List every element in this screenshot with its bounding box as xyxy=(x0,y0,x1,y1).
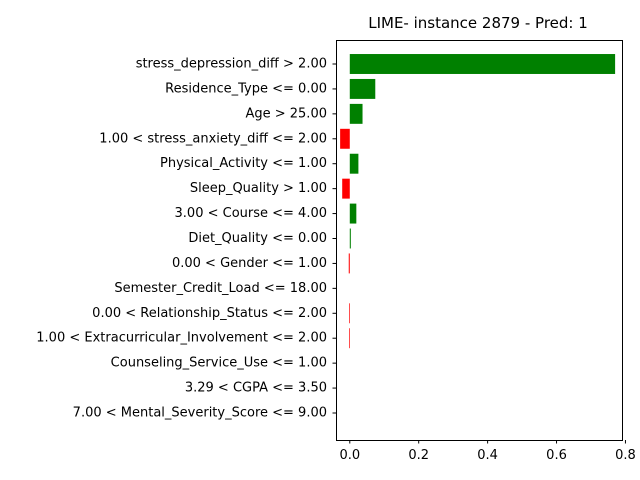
plot-frame xyxy=(336,40,623,441)
y-axis-ticks: stress_depression_diff > 2.00 Residence_T… xyxy=(36,57,336,421)
y-tick-label: Diet_Quality <= 0.00 xyxy=(188,231,327,246)
bar xyxy=(349,78,376,99)
bar xyxy=(349,228,351,249)
x-tick-label: 0.6 xyxy=(546,448,567,463)
y-tick-label: 7.00 < Mental_Severity_Score <= 9.00 xyxy=(73,406,327,421)
x-tick-label: 0.2 xyxy=(408,448,429,463)
x-tick-label: 0.8 xyxy=(615,448,636,463)
chart-title: LIME- instance 2879 - Pred: 1 xyxy=(368,14,588,32)
y-tick-label: Counseling_Service_Use <= 1.00 xyxy=(111,356,327,371)
y-tick-label: 3.29 < CGPA <= 3.50 xyxy=(185,381,327,396)
bar xyxy=(349,203,357,224)
bars-group xyxy=(340,54,616,349)
x-tick-label: 0.0 xyxy=(339,448,360,463)
bar xyxy=(349,54,616,74)
bar xyxy=(340,128,350,149)
x-tick-label: 0.4 xyxy=(477,448,498,463)
bar xyxy=(342,178,350,199)
y-tick-label: 3.00 < Course <= 4.00 xyxy=(175,206,327,221)
y-tick-label: Physical_Activity <= 1.00 xyxy=(160,156,327,171)
bar xyxy=(349,303,350,324)
bar xyxy=(348,253,350,274)
x-axis-ticks: 0.0 0.2 0.4 0.6 0.8 xyxy=(339,440,636,463)
bar xyxy=(349,103,363,124)
y-tick-label: 0.00 < Gender <= 1.00 xyxy=(172,256,327,271)
y-tick-label: Age > 25.00 xyxy=(245,106,327,121)
y-tick-label: Residence_Type <= 0.00 xyxy=(165,81,327,96)
y-tick-label: Sleep_Quality > 1.00 xyxy=(190,181,327,196)
y-tick-label: 1.00 < Extracurricular_Involvement <= 2.… xyxy=(36,331,327,346)
y-tick-label: 1.00 < stress_anxiety_diff <= 2.00 xyxy=(99,131,327,146)
y-tick-label: Semester_Credit_Load <= 18.00 xyxy=(114,281,327,296)
y-tick-label: 0.00 < Relationship_Status <= 2.00 xyxy=(92,306,327,321)
bar xyxy=(349,328,350,349)
y-tick-label: stress_depression_diff > 2.00 xyxy=(136,57,327,72)
bar xyxy=(349,153,359,174)
